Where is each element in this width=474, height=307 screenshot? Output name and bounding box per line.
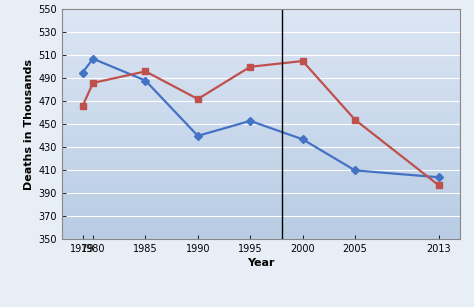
Males — [247, 119, 253, 123]
Females — [352, 118, 358, 122]
Females — [300, 59, 305, 63]
Males — [300, 138, 305, 141]
Females — [195, 97, 201, 101]
Males — [80, 71, 85, 74]
Females — [436, 184, 442, 187]
Males — [436, 175, 442, 179]
Males — [90, 57, 96, 60]
Females — [80, 104, 85, 108]
Y-axis label: Deaths in Thousands: Deaths in Thousands — [24, 59, 34, 190]
Males — [352, 169, 358, 172]
Males — [195, 134, 201, 138]
Females — [247, 65, 253, 69]
X-axis label: Year: Year — [247, 258, 274, 269]
Females — [90, 81, 96, 85]
Line: Males: Males — [80, 56, 442, 181]
Line: Females: Females — [80, 58, 442, 188]
Males — [143, 79, 148, 82]
Females — [143, 69, 148, 73]
